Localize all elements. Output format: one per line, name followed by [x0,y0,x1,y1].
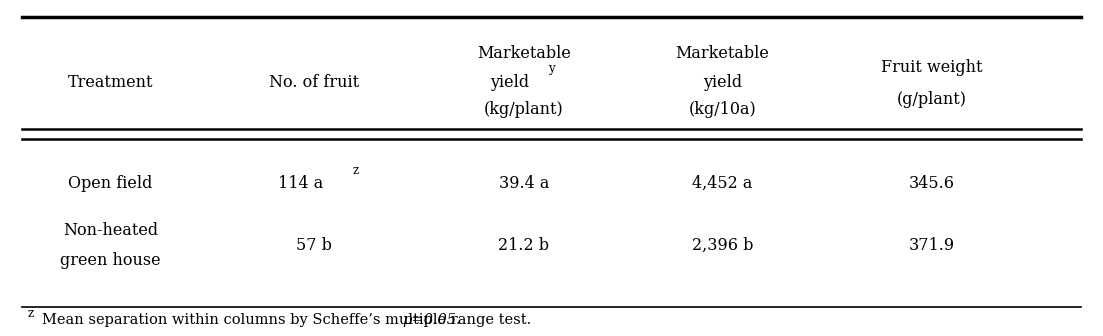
Text: Marketable: Marketable [476,45,571,62]
Text: z: z [352,164,358,177]
Text: (kg/plant): (kg/plant) [484,101,564,118]
Text: green house: green house [60,252,161,269]
Text: 114 a: 114 a [278,175,324,192]
Text: 21.2 b: 21.2 b [499,237,549,254]
Text: y: y [548,62,555,75]
Text: yield: yield [703,74,742,91]
Text: 39.4 a: 39.4 a [499,175,549,192]
Text: 57 b: 57 b [297,237,332,254]
Text: Open field: Open field [68,175,152,192]
Text: Treatment: Treatment [67,74,153,91]
Text: p=0.05.: p=0.05. [403,313,461,327]
Text: Non-heated: Non-heated [63,222,158,239]
Text: yield: yield [490,74,529,91]
Text: 4,452 a: 4,452 a [693,175,752,192]
Text: z: z [28,307,34,320]
Text: (g/plant): (g/plant) [897,91,967,108]
Text: Mean separation within columns by Scheffe’s multiple range test.: Mean separation within columns by Scheff… [42,313,540,327]
Text: Marketable: Marketable [675,45,770,62]
Text: Fruit weight: Fruit weight [881,59,983,76]
Text: No. of fruit: No. of fruit [269,74,360,91]
Text: (kg/10a): (kg/10a) [688,101,757,118]
Text: 345.6: 345.6 [909,175,955,192]
Text: 371.9: 371.9 [909,237,955,254]
Text: 2,396 b: 2,396 b [692,237,753,254]
